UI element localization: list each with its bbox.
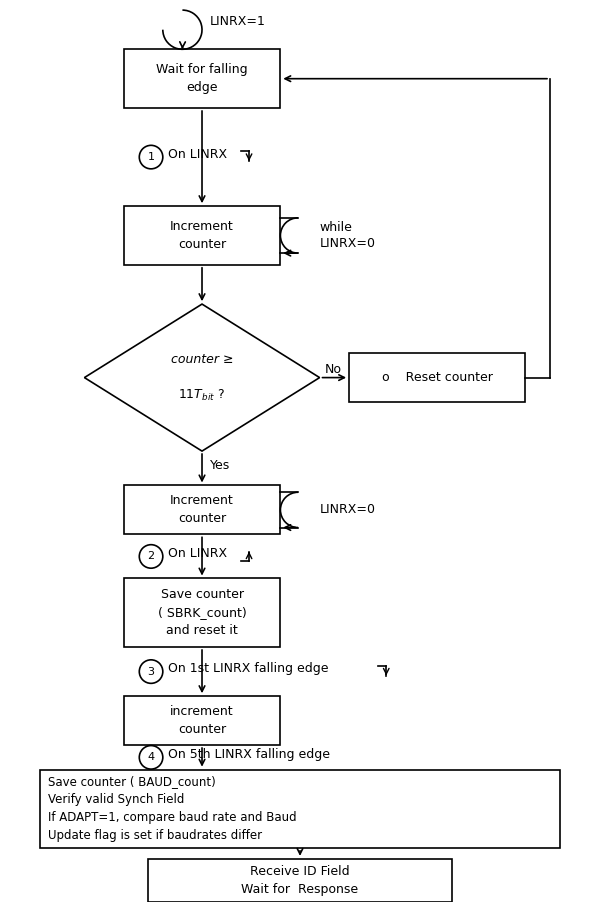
Bar [124,486,281,535]
Text: $11T_{bit}$ ?: $11T_{bit}$ ? [178,388,225,403]
Text: Wait for falling
edge: Wait for falling edge [156,63,248,94]
Bar [124,696,281,745]
Text: LINRX=0: LINRX=0 [320,237,376,250]
Text: counter ≥: counter ≥ [171,353,233,366]
Text: Increment
counter: Increment counter [170,495,234,526]
Text: On 5th LINRX falling edge: On 5th LINRX falling edge [168,748,330,761]
Bar [124,49,281,108]
Text: increment
counter: increment counter [170,705,234,736]
Bar [40,770,560,848]
Text: Save counter
( SBRK_count)
and reset it: Save counter ( SBRK_count) and reset it [157,589,246,638]
Text: 3: 3 [148,667,154,677]
Text: o    Reset counter: o Reset counter [382,371,493,384]
Text: No: No [325,363,341,376]
Text: On LINRX: On LINRX [168,547,227,560]
Text: Yes: Yes [210,459,230,472]
Text: Save counter ( BAUD_count)
Verify valid Synch Field
If ADAPT=1, compare baud rat: Save counter ( BAUD_count) Verify valid … [48,775,297,843]
Text: On LINRX: On LINRX [168,148,227,160]
Text: On 1st LINRX falling edge: On 1st LINRX falling edge [168,662,328,675]
Text: LINRX=1: LINRX=1 [210,15,266,28]
Polygon shape [84,304,320,451]
Text: Receive ID Field
Wait for  Response: Receive ID Field Wait for Response [242,865,359,896]
Bar [124,206,281,265]
Text: 1: 1 [148,152,154,162]
Bar [148,859,452,902]
Text: Increment
counter: Increment counter [170,220,234,251]
Text: 2: 2 [147,551,154,561]
Bar [124,578,281,647]
Text: 4: 4 [147,752,154,763]
Text: LINRX=0: LINRX=0 [320,504,376,517]
Bar [349,353,525,402]
Text: while: while [320,221,352,234]
